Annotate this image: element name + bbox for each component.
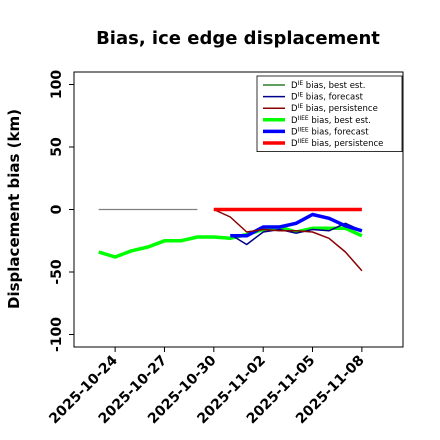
y-axis: 100 50 0 -50 -100 [49,70,74,352]
series-line-4 [230,212,363,238]
y-tick-label-0: 100 [49,70,65,99]
y-tick-label-2: 0 [49,204,65,214]
series-line-2 [213,208,363,272]
legend: DIE bias, best est.DIE bias, forecastDIE… [256,75,403,152]
legend-label-2: DIE bias, persistence [291,103,378,114]
legend-label-5: DIIEE bias, persistence [291,138,383,149]
legend-label-0: DIE bias, best est. [291,80,365,91]
series-line-3 [98,225,363,259]
legend-box [256,75,403,152]
legend-label-1: DIE bias, forecast [291,92,364,103]
legend-label-4: DIIEE bias, forecast [291,126,369,137]
series-line-1 [229,222,363,246]
y-tick-label-3: -50 [49,259,65,285]
chart-title: Bias, ice edge displacement [96,28,380,49]
legend-label-3: DIIEE bias, best est. [291,115,371,126]
y-tick-label-1: 50 [49,137,65,157]
x-axis: 2025-10-242025-10-272025-10-302025-11-02… [46,347,368,427]
y-axis-label: Displacement bias (km) [5,109,23,309]
series-layer [98,207,363,272]
y-tick-label-4: -100 [49,317,65,352]
